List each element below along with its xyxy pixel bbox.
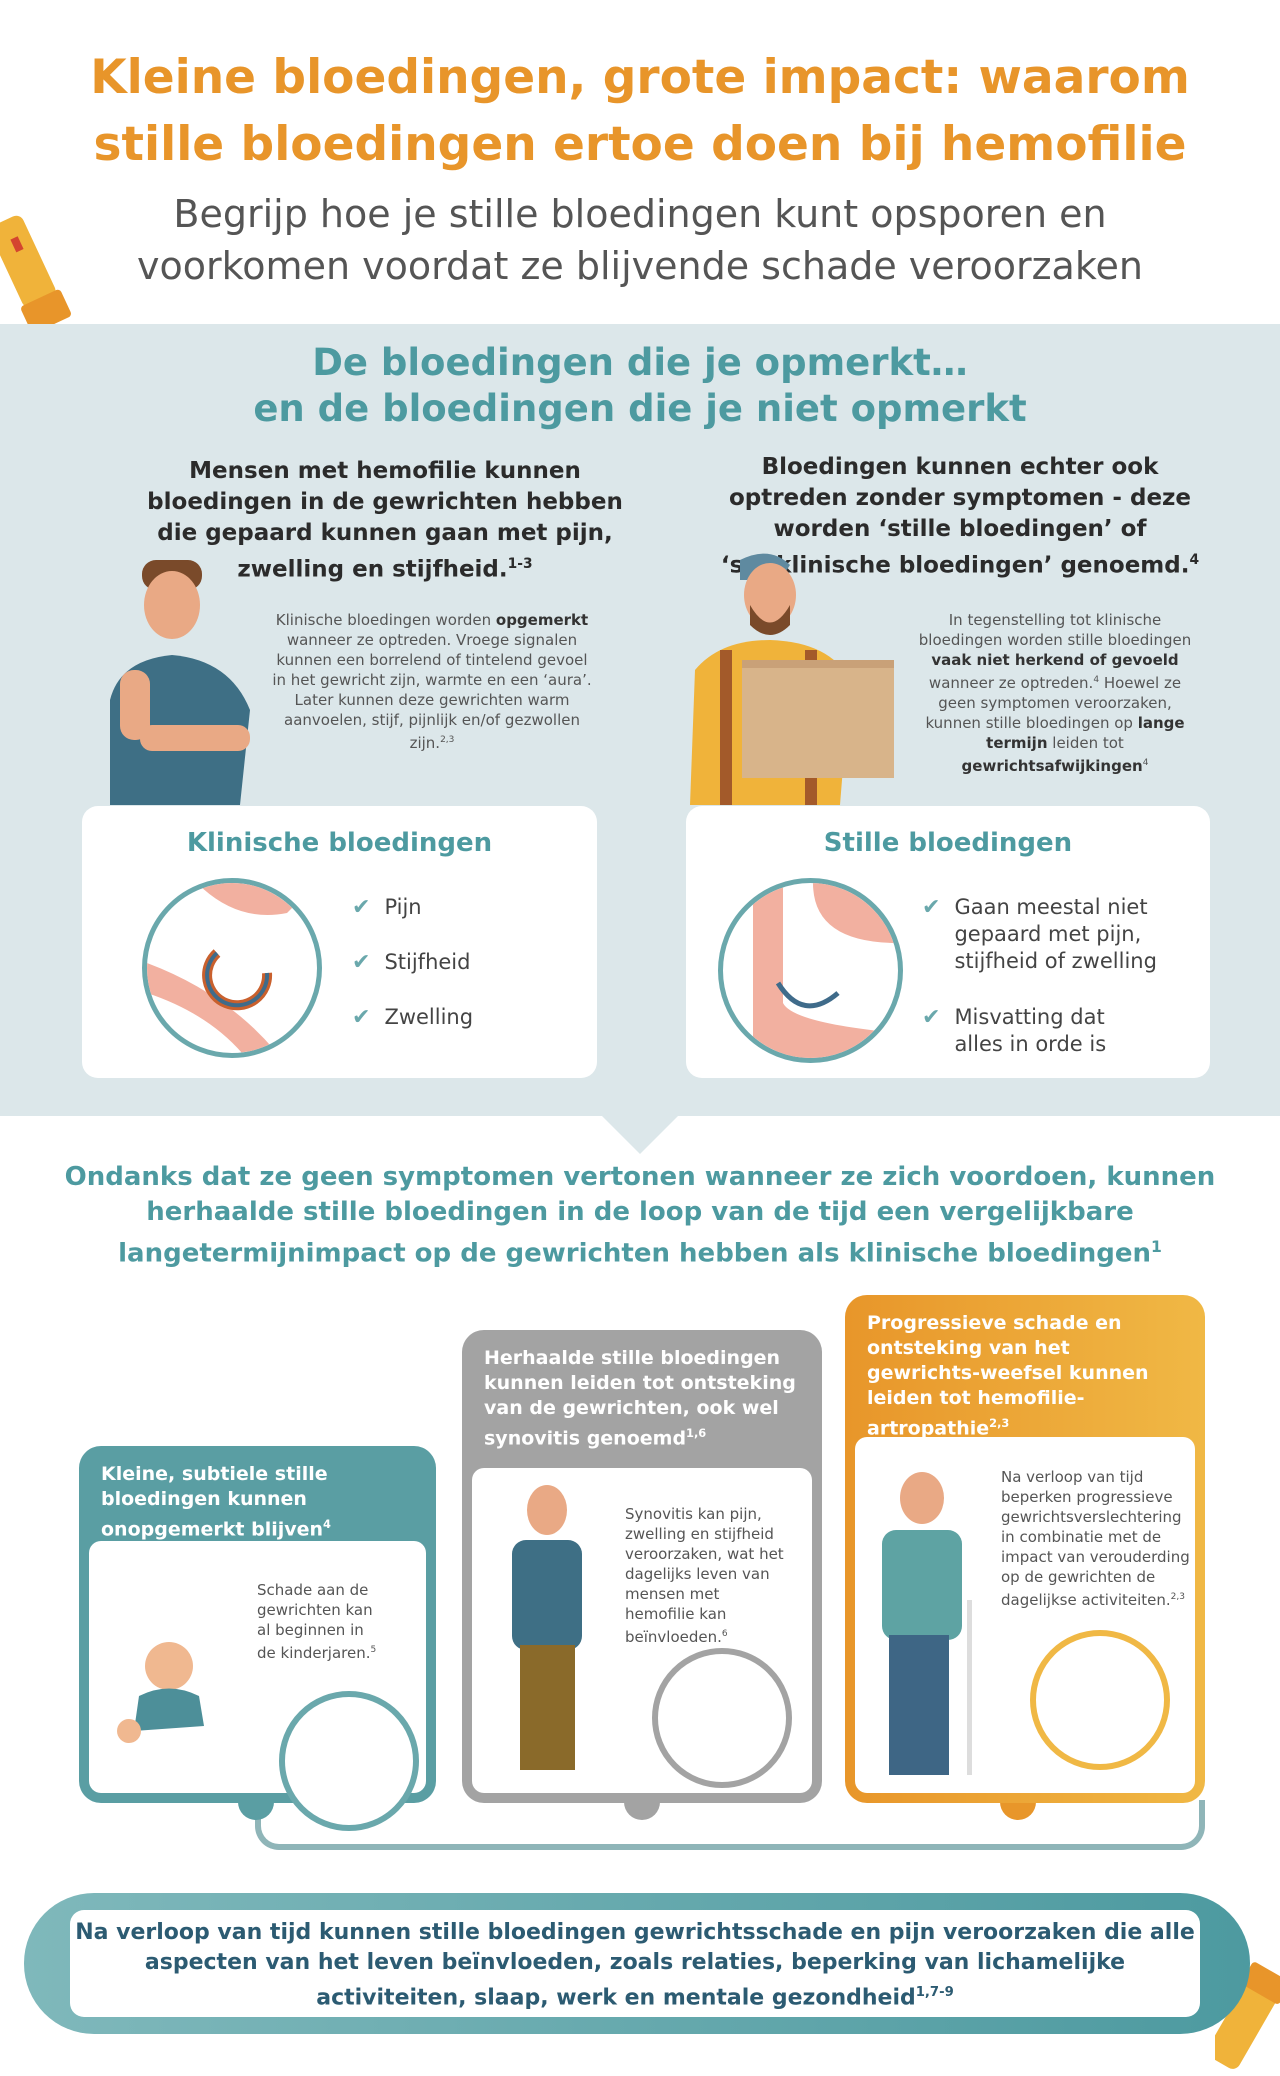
text-bold: lange termijn (986, 714, 1185, 752)
title-line: stille bloedingen ertoe doen bij hemofil… (93, 117, 1187, 172)
footer-text: Na verloop van tijd kunnen stille bloedi… (70, 1910, 1200, 2017)
ref: 4 (323, 1517, 331, 1531)
clinical-bleeds-card: Klinische bloedingen ✔ Pijn ✔ Stijfheid ✔ Z… (82, 806, 597, 1078)
section-pointer (600, 1114, 680, 1154)
left-heading: Mensen met hemofilie kunnen bloedingen i… (145, 456, 625, 586)
stage-title: Progressieve schade en ontsteking van he… (867, 1312, 1149, 1440)
ref: 4 (1142, 758, 1149, 768)
impact-heading-text: Ondanks dat ze geen symptomen vertonen w… (64, 1162, 1216, 1269)
ref: 1,7-9 (915, 1985, 954, 2000)
silent-bleeds-card: Stille bloedingen ✔ Gaan meestal niet gep… (686, 806, 1210, 1078)
crawling-baby-illustration (109, 1636, 229, 1753)
stage-title: Herhaalde stille bloedingen kunnen leide… (484, 1347, 796, 1450)
check-icon: ✔ (922, 895, 941, 920)
symptom-label: Gaan meestal niet gepaard met pijn, stij… (954, 895, 1157, 973)
symptom-item: ✔ Stijfheid (352, 949, 470, 976)
symptom-label: Stijfheid (384, 950, 471, 974)
subtitle-line: Begrijp hoe je stille bloedingen kunt op… (173, 192, 1107, 236)
symptom-item: ✔ Zwelling (352, 1004, 473, 1031)
man-in-pain-illustration (100, 560, 260, 805)
card-title: Stille bloedingen (823, 828, 1073, 858)
ref: 2,3 (440, 735, 455, 745)
stage-title: Kleine, subtiele stille bloedingen kunne… (101, 1463, 328, 1541)
section-heading-line: De bloedingen die je opmerkt… (312, 341, 968, 384)
text: Na verloop van tijd beperken progressiev… (1001, 1468, 1190, 1609)
text: In tegenstelling tot klinische bloedinge… (918, 611, 1192, 649)
older-man-with-cane-illustration (867, 1470, 987, 1787)
left-heading-text: Mensen met hemofilie kunnen bloedingen i… (147, 458, 623, 583)
ref: 6 (721, 1629, 728, 1639)
ref: 2,3 (1170, 1592, 1185, 1602)
check-icon: ✔ (922, 1005, 941, 1030)
flashlight-icon (1207, 1960, 1280, 2072)
ref: 4 (1093, 675, 1100, 685)
text-bold: vaak niet herkend of gevoeld (931, 651, 1179, 669)
stage-text: Na verloop van tijd beperken progressiev… (1001, 1467, 1191, 1610)
text: wanneer ze optreden. (928, 674, 1094, 692)
ref: 1,6 (686, 1426, 707, 1440)
ref: 1 (1151, 1238, 1162, 1256)
right-heading: Bloedingen kunnen echter ook optreden zo… (700, 452, 1220, 582)
subtitle-line: voorkomen voordat ze blijvende schade ve… (137, 244, 1143, 288)
section-heading: De bloedingen die je opmerkt… en de bloed… (0, 340, 1280, 432)
left-description: Klinische bloedingen worden opgemerkt wa… (270, 610, 594, 753)
symptom-label: Zwelling (384, 1005, 474, 1029)
timeline-stage-3: Progressieve schade en ontsteking van he… (845, 1295, 1205, 1803)
ref: 4 (1189, 552, 1200, 568)
joint-bleed-illustration (142, 878, 322, 1058)
text: Schade aan de gewrichten kan al beginnen… (257, 1581, 373, 1662)
text-bold: opgemerkt (495, 611, 589, 629)
flashlight-icon (0, 200, 80, 340)
check-icon: ✔ (352, 1005, 371, 1030)
check-icon: ✔ (352, 895, 371, 920)
footer-text-content: Na verloop van tijd kunnen stille bloedi… (75, 1920, 1195, 2011)
page-title: Kleine bloedingen, grote impact: waarom s… (0, 44, 1280, 178)
symptom-item: ✔ Gaan meestal niet gepaard met pijn, sti… (922, 894, 1182, 975)
text: Klinische bloedingen worden (275, 611, 496, 629)
joint-illustration (718, 878, 903, 1063)
symptom-item: ✔ Pijn (352, 894, 422, 921)
symptom-label: Misvatting dat alles in orde is (954, 1005, 1107, 1056)
standing-man-illustration (492, 1480, 602, 1787)
timeline-stage-2: Herhaalde stille bloedingen kunnen leide… (462, 1330, 822, 1803)
symptom-label: Pijn (384, 895, 422, 919)
section-heading-line: en de bloedingen die je niet opmerkt (253, 387, 1027, 430)
ref: 2,3 (989, 1416, 1010, 1430)
title-line: Kleine bloedingen, grote impact: waarom (90, 50, 1190, 105)
knee-joint-icon (652, 1648, 792, 1788)
text: Hoewel ze geen symptomen veroorzaken, ku… (925, 674, 1182, 732)
man-carrying-box-illustration (680, 550, 910, 805)
right-heading-text: Bloedingen kunnen echter ook optreden zo… (720, 454, 1192, 579)
text: Synovitis kan pijn, zwelling en stijfhei… (625, 1505, 784, 1646)
impact-heading: Ondanks dat ze geen symptomen vertonen w… (60, 1160, 1220, 1272)
ref: 5 (370, 1645, 377, 1655)
right-description: In tegenstelling tot klinische bloedinge… (910, 610, 1200, 776)
text: wanneer ze optreden. Vroege signalen kun… (272, 631, 592, 752)
timeline-connector (255, 1800, 1205, 1850)
text: leiden tot (1047, 734, 1124, 752)
check-icon: ✔ (352, 950, 371, 975)
page-subtitle: Begrijp hoe je stille bloedingen kunt op… (60, 188, 1220, 292)
stage-text: Synovitis kan pijn, zwelling en stijfhei… (625, 1504, 785, 1647)
stage-text: Schade aan de gewrichten kan al beginnen… (257, 1580, 387, 1663)
timeline-stage-1: Kleine, subtiele stille bloedingen kunne… (79, 1446, 436, 1831)
symptom-item: ✔ Misvatting dat alles in orde is (922, 1004, 1142, 1058)
text-bold: gewrichtsafwijkingen (961, 757, 1143, 775)
knee-joint-icon (279, 1691, 419, 1831)
ref: 1-3 (507, 556, 533, 572)
card-title: Klinische bloedingen (186, 828, 493, 858)
knee-joint-icon (1030, 1630, 1170, 1770)
